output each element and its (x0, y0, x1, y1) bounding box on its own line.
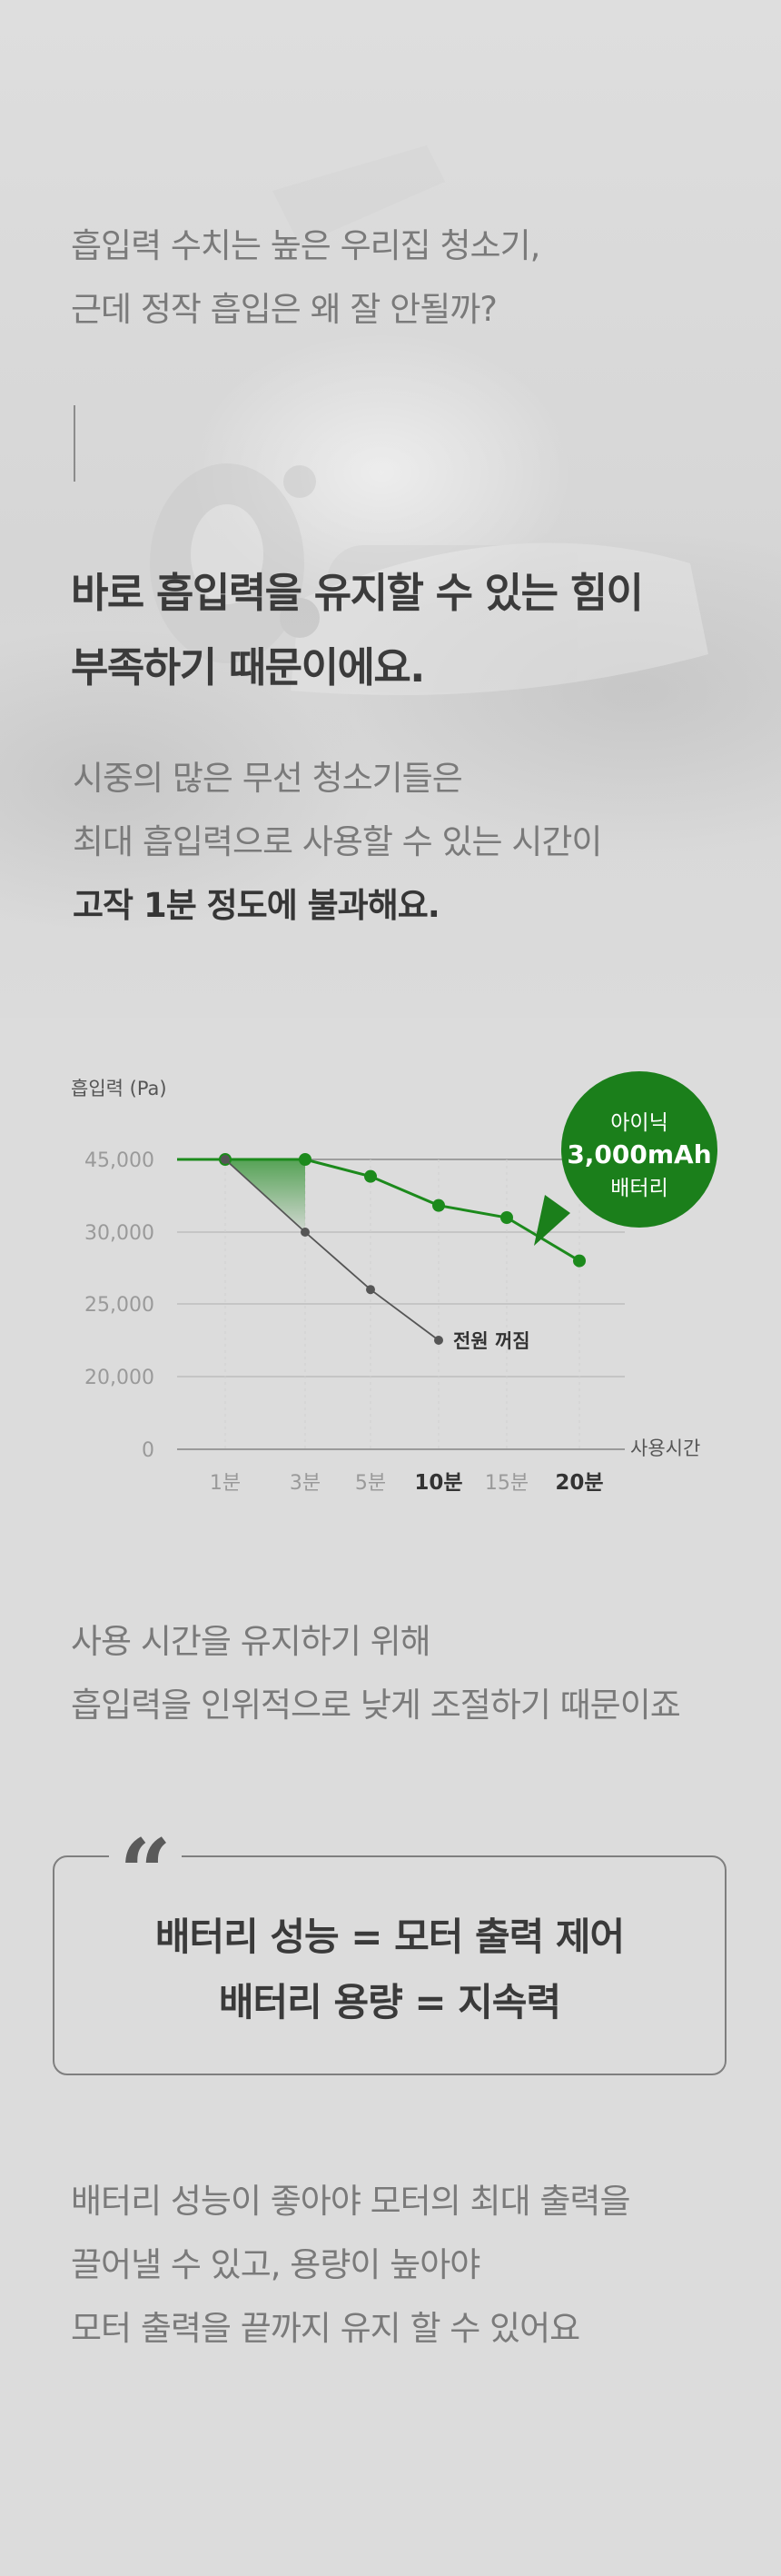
sub-line-strong: 고작 1분 정도에 불과해요. (73, 886, 440, 925)
quote-line-2: 배터리 용량 = 지속력 (218, 1980, 561, 2024)
green-marker (500, 1211, 513, 1224)
series-line-green (225, 1158, 580, 1262)
intro-line-2: 근데 정작 흡입은 왜 잘 안될까? (71, 290, 498, 329)
middle-line-2: 흡입력을 인위적으로 낮게 조절하기 때문이죠 (71, 1686, 681, 1725)
green-marker (364, 1169, 377, 1183)
closing-line-2: 끌어낼 수 있고, 용량이 높아야 (71, 2245, 480, 2284)
badge-line-3: 배터리 (610, 1177, 667, 1200)
series-line-gray (224, 1159, 440, 1341)
y-tick-label: 20,000 (84, 1367, 154, 1389)
middle-text: 사용 시간을 유지하기 위해 흡입력을 인위적으로 낮게 조절하기 때문이죠 (71, 1610, 681, 1737)
sub-line-1: 시중의 많은 무선 청소기들은 (73, 759, 463, 798)
x-tick-label: 5분 (355, 1472, 386, 1495)
y-axis-label: 흡입력 (Pa) (71, 1078, 167, 1099)
x-tick-label: 1분 (210, 1472, 241, 1495)
battery-badge (561, 1071, 717, 1228)
hero-background (0, 0, 781, 1018)
badge-pointer (534, 1195, 570, 1246)
y-tick-label: 25,000 (84, 1294, 154, 1317)
closing-line-3: 모터 출력을 끝까지 유지 할 수 있어요 (71, 2309, 580, 2348)
divider-bar (74, 405, 75, 482)
x-tick-label: 10분 (414, 1471, 462, 1495)
gray-marker (221, 1155, 230, 1164)
intro-line-1: 흡입력 수치는 높은 우리집 청소기, (71, 226, 540, 265)
x-tick-label: 3분 (290, 1472, 321, 1495)
intro-text: 흡입력 수치는 높은 우리집 청소기, 근데 정작 흡입은 왜 잘 안될까? (71, 214, 540, 342)
x-tick-label: 20분 (555, 1471, 603, 1495)
green-marker (299, 1153, 311, 1166)
headline: 바로 흡입력을 유지할 수 있는 힘이 부족하기 때문이에요. (71, 556, 644, 705)
gray-marker (366, 1285, 375, 1295)
closing-text: 배터리 성능이 좋아야 모터의 최대 출력을 끌어낼 수 있고, 용량이 높아야… (71, 2170, 630, 2361)
sub-text: 시중의 많은 무선 청소기들은 최대 흡입력으로 사용할 수 있는 시간이 고작… (73, 747, 602, 938)
green-marker (573, 1254, 586, 1268)
headline-line-2: 부족하기 때문이에요. (71, 643, 425, 691)
green-marker (432, 1198, 445, 1212)
y-tick-label: 45,000 (84, 1149, 154, 1172)
quote-mark-icon: “ (109, 1823, 182, 1881)
closing-line-1: 배터리 성능이 좋아야 모터의 최대 출력을 (71, 2182, 630, 2221)
power-off-annotation: 전원 꺼짐 (453, 1330, 530, 1352)
suction-chart-svg: 45,000 30,000 25,000 20,000 0 흡입력 (Pa) 1분 3분 5분 1… (71, 1071, 717, 1495)
badge-line-1: 아이닉 (610, 1111, 667, 1135)
sub-line-2: 최대 흡입력으로 사용할 수 있는 시간이 (73, 822, 602, 861)
headline-line-1: 바로 흡입력을 유지할 수 있는 힘이 (71, 569, 644, 617)
quote-box (53, 1855, 727, 2075)
badge-line-2: 3,000mAh (567, 1139, 711, 1169)
quote-line-1: 배터리 성능 = 모터 출력 제어 (154, 1915, 625, 1959)
y-tick-label: 30,000 (84, 1222, 154, 1245)
x-axis-label: 사용시간 (630, 1437, 700, 1459)
gray-marker (301, 1228, 310, 1237)
middle-line-1: 사용 시간을 유지하기 위해 (71, 1622, 431, 1661)
x-tick-label: 15분 (485, 1472, 529, 1495)
gray-marker (434, 1336, 443, 1345)
suction-chart: 45,000 30,000 25,000 20,000 0 흡입력 (Pa) 1분 3분 5분 1… (0, 1068, 781, 1517)
y-tick-label: 0 (142, 1439, 154, 1462)
vacuum-cleaner-illustration (150, 145, 708, 695)
